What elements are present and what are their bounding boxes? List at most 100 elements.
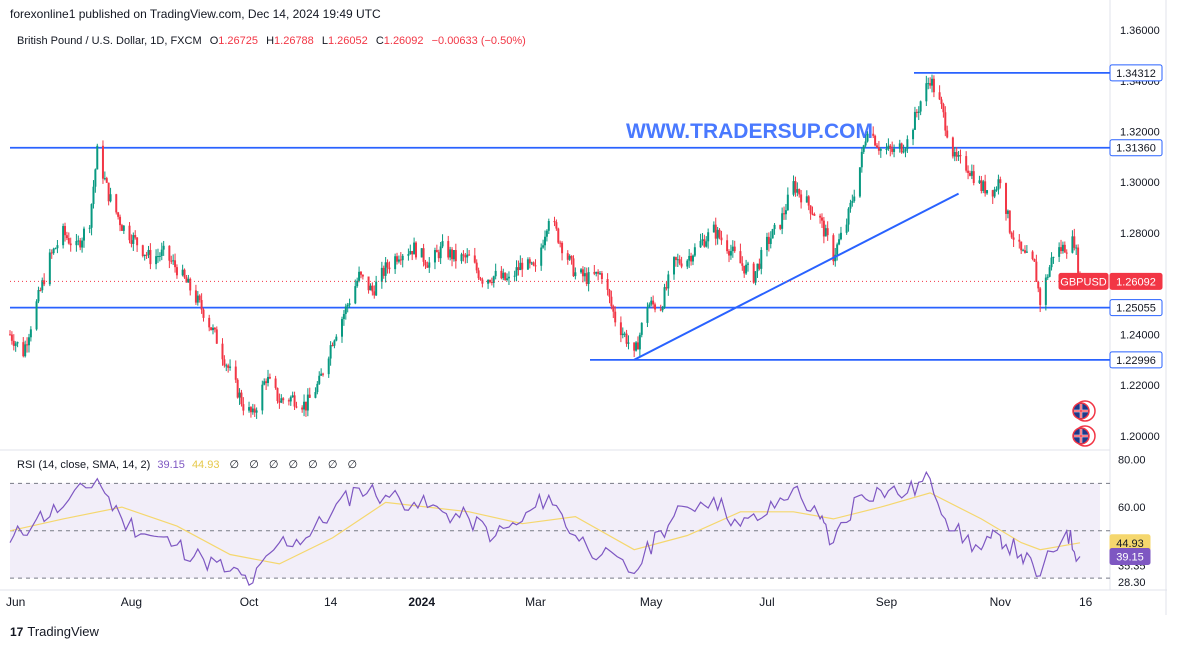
candle-body (967, 170, 970, 173)
open-value: 1.26725 (218, 35, 259, 47)
time-tick-label: May (640, 595, 663, 609)
candle-body (394, 256, 397, 270)
candle-body (555, 222, 558, 229)
candle-body (156, 256, 159, 258)
candle-body (147, 249, 150, 255)
candle-body (488, 279, 491, 283)
candle-body (754, 271, 757, 283)
candle-body (1061, 244, 1064, 252)
time-axis[interactable]: Jun Aug Oct 14 2024 Mar May Jul Sep Nov 16 (6, 595, 1093, 609)
candle-body (1025, 251, 1028, 253)
candle-body (426, 265, 429, 268)
candle-body (834, 254, 837, 262)
candle-body (261, 384, 264, 411)
trendline[interactable] (10, 192, 1110, 361)
candle-body (371, 285, 374, 292)
symbol-tag: GBPUSD (1060, 276, 1107, 288)
level-tag: 1.34312 (1116, 68, 1156, 80)
candle-body (333, 340, 336, 346)
candle-body (874, 135, 877, 146)
candle-body (251, 408, 254, 413)
flag-event-icon[interactable] (1072, 400, 1096, 422)
candle-body (1008, 210, 1011, 233)
candle-body (970, 171, 973, 176)
close-label: C (375, 35, 384, 47)
candle-body (891, 148, 894, 152)
candle-body (902, 151, 905, 153)
candle-body (819, 215, 822, 218)
candle-body (893, 148, 896, 152)
candle-body (69, 243, 72, 246)
footer-brand[interactable]: 17 TradingView (10, 624, 99, 639)
candle-body (128, 225, 131, 241)
candle-body (673, 257, 676, 275)
rsi-label[interactable]: RSI (14, close, SMA, 14, 2) (17, 459, 151, 471)
candle-body (566, 253, 569, 260)
trend-line[interactable] (633, 192, 960, 361)
candle-body (608, 289, 611, 297)
candle-body (194, 290, 197, 303)
candle-body (1018, 239, 1021, 242)
candle-body (765, 236, 768, 250)
candle-body (94, 169, 97, 187)
candle-body (265, 381, 268, 383)
level-tag: 1.22996 (1116, 355, 1156, 367)
candle-body (160, 249, 163, 256)
candle-body (674, 257, 677, 261)
candle-body (287, 400, 290, 402)
level-tag-box (1109, 351, 1163, 369)
rsi-tick-label: 60.00 (1118, 502, 1146, 514)
candle-body (26, 344, 29, 346)
time-tick-label: Jun (6, 595, 25, 609)
candle-body (10, 334, 13, 341)
candle-body (853, 196, 856, 201)
candle-body (574, 272, 577, 277)
candle-body (170, 260, 173, 262)
candle-body (409, 251, 412, 255)
candle-body (640, 322, 643, 335)
candle-body (925, 83, 928, 102)
candle-body (940, 99, 943, 105)
candle-body (62, 226, 65, 246)
candle-body (380, 267, 383, 282)
candle-body (411, 251, 414, 255)
candle-body (879, 149, 882, 151)
candle-body (130, 240, 133, 244)
symbol-name[interactable]: British Pound / U.S. Dollar, 1D, FXCM (17, 35, 202, 47)
candle-body (652, 300, 655, 305)
candle-body (48, 252, 51, 285)
candle-body (479, 278, 482, 280)
candle-body (517, 267, 520, 271)
candle-body (686, 260, 689, 267)
price-axis[interactable]: 1.360001.340001.320001.300001.280001.260… (1120, 25, 1160, 443)
candle-body (115, 194, 118, 213)
hidden-value-icon: ∅ (308, 459, 318, 471)
candle-body (929, 83, 932, 86)
candle-body (322, 373, 325, 375)
candle-body (743, 265, 746, 274)
candle-body (912, 129, 915, 140)
candle-body (982, 181, 985, 191)
candle-body (847, 208, 850, 225)
candle-body (24, 344, 27, 357)
candle-body (822, 220, 825, 237)
candle-body (1077, 247, 1080, 276)
candle-body (119, 216, 122, 226)
candle-body (424, 261, 427, 266)
published-header: forexonline1 published on TradingView.co… (10, 7, 381, 21)
candle-body (1010, 232, 1013, 238)
candle-body (301, 407, 304, 410)
candle-body (805, 196, 808, 203)
horizontal-levels[interactable] (10, 71, 1110, 361)
candle-body (181, 269, 184, 276)
candle-body (200, 300, 203, 310)
candle-body (356, 280, 359, 287)
candle-body (917, 111, 920, 113)
candle-body (1071, 236, 1074, 253)
time-tick-label: Jul (759, 595, 774, 609)
candle-body (798, 189, 801, 195)
flag-event-icon[interactable] (1072, 425, 1096, 447)
candle-body (79, 240, 82, 248)
